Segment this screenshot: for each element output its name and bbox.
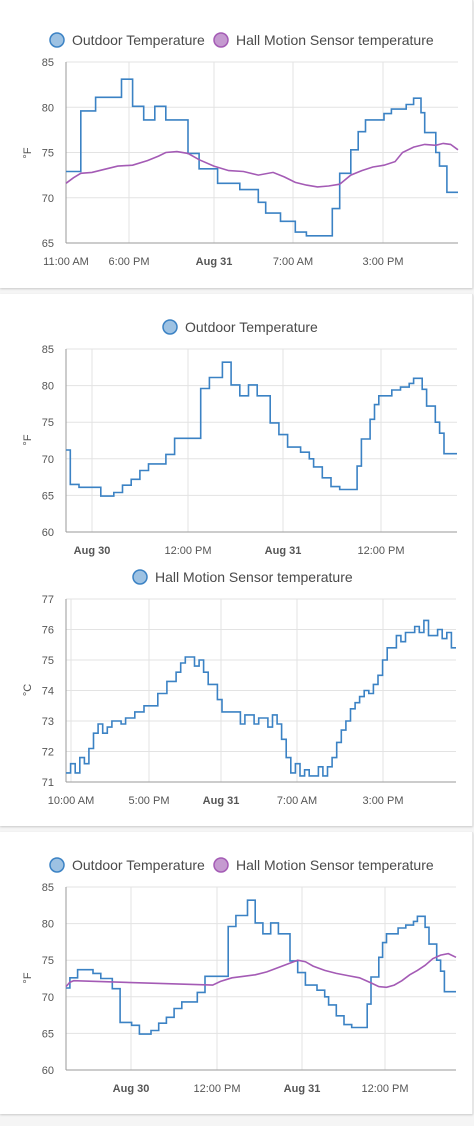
history-card-separate [0,294,473,826]
y-tick-label: 80 [42,102,54,114]
legend-swatch [213,857,229,873]
y-tick-label: 85 [42,344,54,356]
y-tick-label: 60 [42,1065,54,1077]
x-tick-label: Aug 31 [284,1083,321,1095]
legend-label: Hall Motion Sensor temperature [236,857,434,873]
y-tick-label: 85 [42,882,54,894]
x-tick-label: 5:00 PM [129,795,170,807]
x-tick-label: 7:00 AM [277,795,317,807]
x-tick-label: 3:00 PM [363,795,404,807]
history-card-combined-range [0,832,473,1114]
x-tick-label: 10:00 AM [48,795,94,807]
x-tick-label: 7:00 AM [273,256,313,268]
y-tick-label: 75 [42,148,54,160]
x-tick-label: Aug 31 [203,795,240,807]
chart-2: 85 80 75 70 65 60 Aug 30 12:00 PM Aug 31 12:00 PM… [22,319,457,557]
y-axis-unit: °F [22,972,34,983]
y-tick-label: 72 [42,747,54,759]
y-tick-label: 71 [42,777,54,789]
series-line [66,899,456,1035]
x-tick-label: Aug 30 [113,1083,150,1095]
legend-label: Outdoor Temperature [185,319,318,335]
y-tick-label: 75 [42,417,54,429]
y-tick-label: 85 [42,57,54,69]
y-tick-label: 70 [42,193,54,205]
y-tick-label: 70 [42,992,54,1004]
series-line [66,78,458,237]
legend-label: Outdoor Temperature [72,857,205,873]
y-tick-label: 77 [42,594,54,606]
x-tick-label: 12:00 PM [193,1083,240,1095]
legend-label: Hall Motion Sensor temperature [236,32,434,48]
series-line [66,361,457,497]
y-tick-label: 70 [42,454,54,466]
legend-item[interactable]: Outdoor Temperature [49,32,205,48]
x-tick-label: Aug 30 [74,545,111,557]
legend-item[interactable]: Hall Motion Sensor temperature [213,857,434,873]
legend-item[interactable]: Hall Motion Sensor temperature [213,32,434,48]
chart-4: 85 80 75 70 65 60 Aug 30 12:00 PM Aug 31 12:00 PM… [22,857,457,1095]
legend-label: Hall Motion Sensor temperature [155,569,353,585]
series-line [65,142,459,188]
y-tick-label: 76 [42,625,54,637]
x-tick-label: 6:00 PM [109,256,150,268]
history-card-combined [0,0,473,288]
legend-label: Outdoor Temperature [72,32,205,48]
y-tick-label: 65 [42,238,54,250]
x-tick-label: 12:00 PM [361,1083,408,1095]
legend-swatch [213,32,229,48]
y-tick-label: 65 [42,1028,54,1040]
legend-swatch [49,857,65,873]
legend-item[interactable]: Outdoor Temperature [162,319,318,335]
y-axis-unit: °C [22,684,34,696]
series-line [65,952,457,989]
y-tick-label: 75 [42,655,54,667]
legend-item[interactable]: Hall Motion Sensor temperature [132,569,353,585]
y-tick-label: 73 [42,716,54,728]
y-axis-unit: °F [22,147,34,158]
x-tick-label: 12:00 PM [357,545,404,557]
y-axis-unit: °F [22,434,34,445]
y-tick-label: 74 [42,686,54,698]
legend-swatch [132,569,148,585]
x-tick-label: 12:00 PM [164,545,211,557]
legend-swatch [162,319,178,335]
x-tick-label: Aug 31 [265,545,302,557]
y-tick-label: 80 [42,381,54,393]
y-tick-label: 65 [42,490,54,502]
y-tick-label: 60 [42,527,54,539]
legend-item[interactable]: Outdoor Temperature [49,857,205,873]
y-tick-label: 80 [42,919,54,931]
legend-swatch [49,32,65,48]
y-tick-label: 75 [42,955,54,967]
x-tick-label: 11:00 AM [43,256,89,268]
series-line [66,619,456,777]
chart-1: 85 80 75 70 65 11:00 AM 6:00 PM Aug 31 7:00 AM 3:… [22,32,459,268]
x-tick-label: 3:00 PM [363,256,404,268]
x-tick-label: Aug 31 [196,256,233,268]
chart-3: 77 76 75 74 73 72 71 10:00 AM 5:00 PM Aug 31 7:00 … [22,569,456,807]
